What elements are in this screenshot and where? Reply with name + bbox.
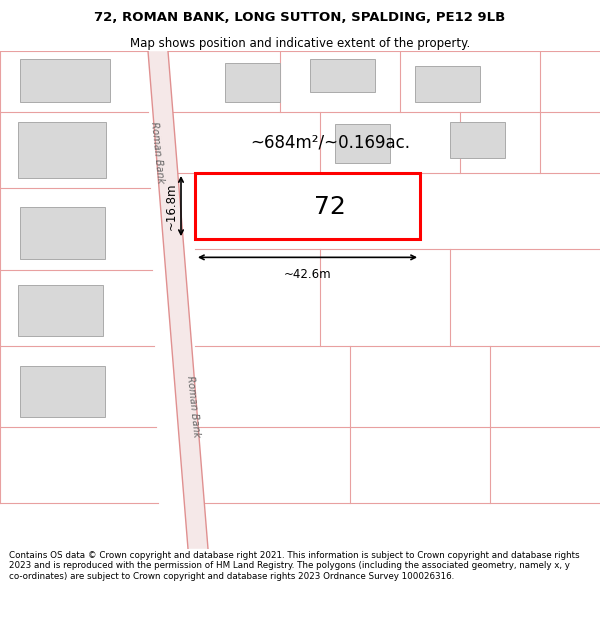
Bar: [20, 59, 110, 102]
Text: Roman Bank: Roman Bank: [149, 121, 165, 184]
Bar: [450, 122, 505, 158]
Bar: [310, 59, 375, 92]
Text: Map shows position and indicative extent of the property.: Map shows position and indicative extent…: [130, 37, 470, 50]
Text: ~42.6m: ~42.6m: [284, 268, 331, 281]
Text: ~684m²/~0.169ac.: ~684m²/~0.169ac.: [250, 134, 410, 152]
Bar: [18, 122, 106, 178]
Bar: [225, 63, 280, 102]
Text: Roman Bank: Roman Bank: [185, 375, 201, 438]
Bar: [335, 124, 390, 163]
Text: 72, ROMAN BANK, LONG SUTTON, SPALDING, PE12 9LB: 72, ROMAN BANK, LONG SUTTON, SPALDING, P…: [94, 11, 506, 24]
Bar: [20, 366, 105, 417]
Bar: [195, 173, 420, 239]
Text: ~16.8m: ~16.8m: [165, 182, 178, 230]
Text: 72: 72: [314, 194, 346, 219]
Text: Contains OS data © Crown copyright and database right 2021. This information is : Contains OS data © Crown copyright and d…: [9, 551, 580, 581]
Bar: [18, 285, 103, 336]
Bar: [20, 207, 105, 259]
Polygon shape: [148, 51, 208, 549]
Bar: [225, 180, 305, 229]
Bar: [415, 66, 480, 102]
